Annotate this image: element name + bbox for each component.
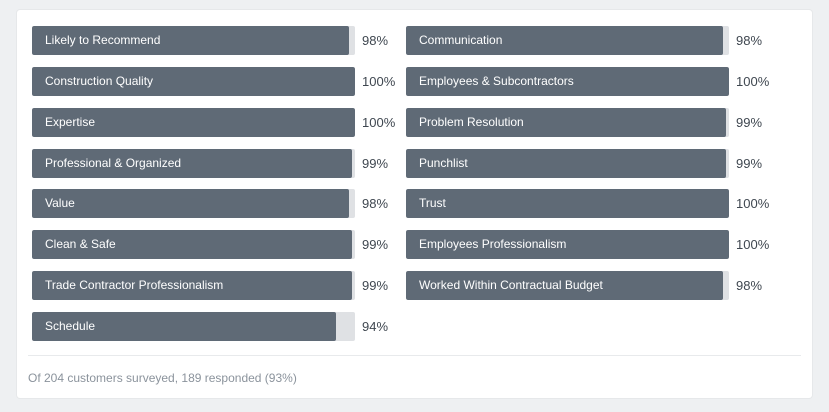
metric-label: Expertise <box>45 114 96 129</box>
survey-results-card: Likely to Recommend 98% Construction Qua… <box>17 10 812 398</box>
metric-bar-fill <box>406 107 726 137</box>
metric-percent: 100% <box>362 73 396 89</box>
metric-bar-track: Schedule <box>32 312 355 342</box>
metric-bar-fill <box>32 189 349 219</box>
metric-percent: 99% <box>362 155 389 171</box>
metric-bar-fill <box>32 271 352 301</box>
metric-label: Communication <box>419 33 503 47</box>
metric-bar-fill <box>406 230 729 260</box>
metric-row: Worked Within Contractual Budget 98% <box>406 271 769 301</box>
metric-percent: 94% <box>362 319 389 335</box>
metric-bar-fill <box>32 66 355 96</box>
metric-row: Schedule 94% <box>32 312 395 342</box>
metric-label: Value <box>45 196 75 211</box>
metric-bar-fill <box>32 312 336 342</box>
metric-bar-track: Employees Professionalism <box>406 230 729 260</box>
metric-bar-track: Communication <box>406 26 729 55</box>
metric-percent: 100% <box>362 114 396 130</box>
metric-label: Professional & Organized <box>45 155 182 170</box>
metric-row: Construction Quality 100% <box>32 66 396 96</box>
metric-label: Trade Contractor Professionalism <box>45 278 224 293</box>
metric-percent: 100% <box>736 196 770 212</box>
metric-bar-fill <box>406 26 723 55</box>
metric-bar-fill <box>406 148 726 178</box>
metric-bar-track: Employees & Subcontractors <box>406 66 729 96</box>
metric-bar-fill <box>32 230 352 260</box>
metric-label: Problem Resolution <box>419 114 524 129</box>
metric-row: Expertise 100% <box>32 107 396 137</box>
metric-percent: 98% <box>736 33 763 48</box>
metric-percent: 100% <box>736 237 770 253</box>
metric-bar-fill <box>406 189 729 219</box>
metric-percent: 98% <box>736 278 763 294</box>
metric-bar-fill <box>406 271 723 301</box>
metric-percent: 99% <box>736 114 763 130</box>
footer-divider <box>28 355 801 356</box>
metric-bar-fill <box>32 107 355 137</box>
metric-bar-track: Clean & Safe <box>32 230 355 260</box>
metric-bar-track: Trade Contractor Professionalism <box>32 271 355 301</box>
metric-label: Trust <box>419 196 446 211</box>
metric-label: Schedule <box>45 319 96 334</box>
left-metrics-column: Likely to Recommend 98% Construction Qua… <box>32 26 395 353</box>
metric-label: Worked Within Contractual Budget <box>419 278 603 293</box>
metric-bar-track: Professional & Organized <box>32 148 355 178</box>
right-metrics-column: Communication 98% Employees & Subcontrac… <box>406 26 769 312</box>
metric-percent: 98% <box>362 196 389 212</box>
metric-label: Employees & Subcontractors <box>419 73 574 88</box>
metric-label: Clean & Safe <box>45 237 116 252</box>
metric-row: Trade Contractor Professionalism 99% <box>32 271 395 301</box>
metric-bar-fill <box>32 148 352 178</box>
metric-bar-track: Expertise <box>32 107 355 137</box>
metric-percent: 99% <box>736 155 763 171</box>
metric-bar-track: Problem Resolution <box>406 107 729 137</box>
metric-bar-track: Worked Within Contractual Budget <box>406 271 729 301</box>
metric-bar-fill <box>406 66 729 96</box>
metric-label: Punchlist <box>419 155 468 170</box>
metric-label: Employees Professionalism <box>419 237 567 252</box>
metric-row: Employees Professionalism 100% <box>406 230 770 260</box>
metric-percent: 98% <box>362 33 389 48</box>
metric-row: Clean & Safe 99% <box>32 230 395 260</box>
metric-row: Employees & Subcontractors 100% <box>406 66 770 96</box>
metric-row: Professional & Organized 99% <box>32 148 395 178</box>
metric-bar-track: Punchlist <box>406 148 729 178</box>
metric-row: Communication 98% <box>406 26 769 55</box>
metric-percent: 100% <box>736 73 770 89</box>
metric-percent: 99% <box>362 278 389 294</box>
metric-bar-fill <box>32 26 349 55</box>
metric-row: Trust 100% <box>406 189 770 219</box>
metric-bar-track: Trust <box>406 189 729 219</box>
metric-row: Likely to Recommend 98% <box>32 26 395 55</box>
metric-percent: 99% <box>362 237 389 253</box>
metric-row: Problem Resolution 99% <box>406 107 769 137</box>
survey-summary: Of 204 customers surveyed, 189 responded… <box>28 371 297 385</box>
metric-label: Likely to Recommend <box>45 33 161 47</box>
metric-bar-track: Construction Quality <box>32 66 355 96</box>
metric-row: Value 98% <box>32 189 395 219</box>
metric-bar-track: Value <box>32 189 355 219</box>
metric-bar-track: Likely to Recommend <box>32 26 355 55</box>
metric-row: Punchlist 99% <box>406 148 769 178</box>
metric-label: Construction Quality <box>45 73 154 88</box>
